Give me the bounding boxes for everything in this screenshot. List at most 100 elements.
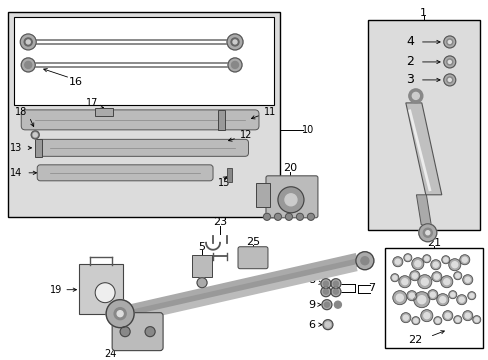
Circle shape [448, 259, 460, 271]
Circle shape [447, 40, 450, 44]
Circle shape [453, 316, 461, 324]
Circle shape [333, 289, 338, 294]
Circle shape [360, 257, 368, 265]
Circle shape [417, 275, 431, 289]
Circle shape [417, 296, 425, 304]
Circle shape [451, 262, 457, 268]
Circle shape [320, 287, 330, 297]
Circle shape [462, 311, 472, 321]
Circle shape [413, 319, 417, 323]
Circle shape [455, 318, 459, 322]
Circle shape [334, 301, 341, 308]
Circle shape [95, 283, 115, 303]
Circle shape [274, 213, 281, 220]
Circle shape [333, 281, 338, 286]
Text: 13: 13 [10, 143, 22, 153]
Circle shape [330, 287, 340, 297]
Circle shape [409, 271, 419, 281]
Circle shape [435, 319, 439, 323]
Text: 11: 11 [264, 107, 276, 117]
Circle shape [408, 293, 413, 298]
Circle shape [25, 62, 32, 68]
Circle shape [445, 313, 449, 318]
Circle shape [408, 89, 422, 103]
Circle shape [414, 261, 420, 267]
Circle shape [455, 274, 459, 278]
Circle shape [459, 255, 469, 265]
Bar [8, 12, 280, 217]
Text: 2: 2 [405, 55, 413, 68]
Circle shape [233, 40, 237, 44]
Circle shape [285, 213, 292, 220]
Text: 5: 5 [198, 242, 205, 252]
FancyBboxPatch shape [37, 165, 213, 181]
Circle shape [24, 38, 32, 46]
FancyBboxPatch shape [79, 264, 123, 314]
Circle shape [411, 93, 418, 99]
FancyBboxPatch shape [265, 176, 317, 218]
Text: 14: 14 [10, 168, 22, 178]
Circle shape [439, 297, 445, 303]
Circle shape [431, 272, 441, 282]
Circle shape [436, 294, 448, 306]
Text: 15: 15 [218, 178, 230, 188]
Circle shape [321, 300, 331, 310]
Text: 10: 10 [301, 125, 313, 135]
Circle shape [440, 276, 452, 288]
Circle shape [307, 213, 314, 220]
Circle shape [285, 194, 296, 206]
Circle shape [458, 297, 463, 302]
Circle shape [296, 213, 303, 220]
Circle shape [231, 62, 238, 68]
Circle shape [197, 278, 206, 288]
Circle shape [227, 58, 242, 72]
Circle shape [31, 131, 39, 139]
Bar [226, 168, 231, 182]
Text: 25: 25 [245, 237, 260, 247]
Circle shape [21, 58, 35, 72]
Circle shape [430, 260, 440, 270]
Text: 8: 8 [308, 275, 315, 285]
Text: 6: 6 [308, 320, 315, 330]
Circle shape [323, 289, 328, 294]
Bar [255, 183, 269, 207]
Circle shape [464, 313, 469, 318]
Circle shape [114, 308, 126, 320]
FancyBboxPatch shape [112, 313, 163, 351]
Circle shape [469, 294, 473, 298]
Text: 7: 7 [367, 283, 375, 293]
Text: 9: 9 [308, 300, 315, 310]
Text: 1: 1 [420, 8, 427, 18]
Circle shape [421, 278, 427, 285]
Circle shape [33, 133, 37, 137]
Circle shape [392, 276, 396, 280]
Circle shape [418, 224, 436, 242]
Text: 24: 24 [104, 348, 116, 359]
Circle shape [423, 313, 429, 319]
Circle shape [322, 320, 332, 330]
Circle shape [443, 258, 447, 262]
Circle shape [403, 254, 411, 262]
Circle shape [424, 257, 428, 261]
Circle shape [467, 292, 475, 300]
Circle shape [447, 78, 450, 81]
Circle shape [472, 316, 480, 324]
Bar [192, 255, 212, 277]
Circle shape [443, 74, 455, 86]
Bar [35, 139, 42, 157]
Circle shape [429, 292, 434, 297]
Circle shape [420, 310, 432, 322]
Circle shape [392, 257, 402, 267]
Text: 23: 23 [213, 217, 226, 227]
Bar [384, 248, 482, 348]
Bar [218, 110, 224, 130]
Circle shape [427, 290, 437, 300]
Circle shape [320, 279, 330, 289]
Circle shape [447, 60, 450, 63]
Circle shape [20, 34, 36, 50]
Circle shape [230, 38, 239, 46]
Circle shape [403, 315, 407, 320]
Circle shape [433, 274, 438, 279]
Circle shape [117, 311, 123, 317]
Circle shape [448, 291, 456, 299]
